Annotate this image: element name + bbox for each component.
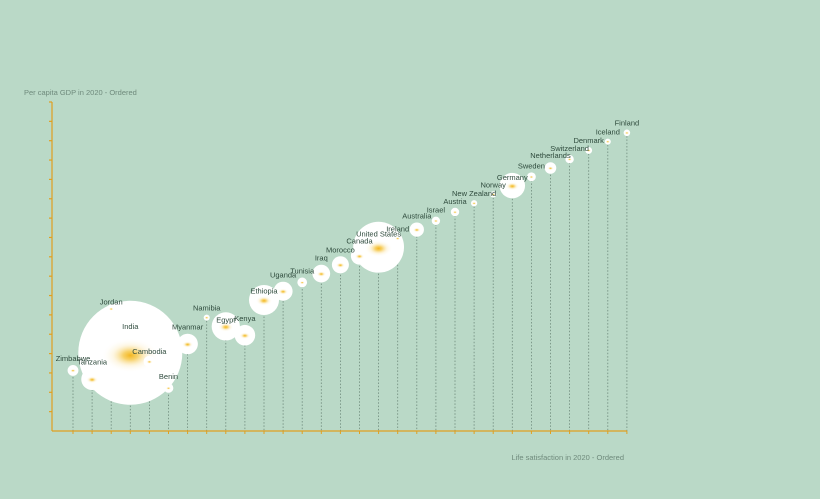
label-finland: Finland [615, 119, 640, 128]
bubble-glow [316, 271, 327, 277]
bubble-glow [108, 307, 114, 311]
label-iraq: Iraq [315, 254, 328, 263]
bubble-glow [505, 182, 520, 191]
label-india: India [122, 322, 139, 331]
label-austria: Austria [443, 197, 467, 206]
bubble-australia [409, 222, 424, 237]
label-jordan: Jordan [100, 297, 123, 306]
bubble-tanzania [81, 368, 103, 391]
bubble-ethiopia [248, 284, 280, 316]
label-zimbabwe: Zimbabwe [56, 354, 91, 363]
bubble-glow [471, 201, 477, 205]
label-iceland: Iceland [596, 128, 620, 137]
bubble-glow [452, 210, 458, 214]
label-germany: Germany [497, 173, 528, 182]
label-tunisia: Tunisia [290, 267, 315, 276]
bubble-iraq [312, 264, 331, 283]
bubble-germany [499, 172, 526, 199]
bubble-norway [490, 191, 497, 198]
label-netherlands: Netherlands [530, 151, 571, 160]
label-namibia: Namibia [193, 304, 221, 313]
bubble-glow [146, 359, 153, 364]
bubble-iceland [604, 138, 611, 145]
bubble-namibia [203, 314, 210, 321]
label-morocco: Morocco [326, 245, 355, 254]
bubble-glow [70, 368, 76, 373]
label-australia: Australia [402, 211, 432, 220]
bubble-kenya [234, 324, 256, 346]
bubble-glow [395, 236, 401, 241]
label-myanmar: Myanmar [172, 323, 204, 332]
bubble-glow [239, 332, 251, 340]
bubbles-layer [67, 129, 631, 405]
bubble-glow [277, 288, 289, 295]
bubble-tunisia [297, 277, 308, 288]
label-new-zealand: New Zealand [452, 189, 496, 198]
label-israel: Israel [427, 206, 446, 215]
label-egypt: Egypt [216, 315, 236, 324]
x-axis-ticks [72, 431, 628, 434]
label-denmark: Denmark [573, 136, 604, 145]
bubble-glow [354, 253, 365, 260]
bubble-glow [299, 281, 305, 285]
bubble-glow [605, 140, 611, 144]
bubble-zimbabwe [67, 364, 79, 376]
label-uganda: Uganda [270, 271, 297, 280]
bubble-uganda [273, 281, 293, 301]
bubble-benin [163, 383, 174, 393]
stems-layer [72, 132, 628, 431]
axes [49, 101, 628, 434]
bubble-switzerland [565, 155, 574, 164]
bubble-egypt [211, 312, 240, 341]
bubble-myanmar [177, 333, 198, 355]
bubble-canada [350, 247, 369, 265]
bubble-glow [181, 341, 194, 348]
bubble-glow [335, 262, 346, 269]
bubble-glow [490, 192, 496, 197]
bubble-new-zealand [470, 200, 478, 207]
bubble-finland [623, 129, 631, 137]
y-axis-ticks [49, 101, 52, 413]
bubble-israel [431, 216, 441, 225]
bubble-glow [433, 219, 439, 223]
bubble-glow [547, 166, 554, 171]
label-canada: Canada [346, 236, 373, 245]
bubble-austria [450, 207, 460, 217]
bubble-denmark [585, 146, 593, 154]
bubble-glow [218, 322, 234, 332]
label-ethiopia: Ethiopia [250, 287, 278, 296]
bubble-glow [528, 175, 534, 179]
bubble-glow [586, 148, 592, 153]
x-axis-title: Life satisfaction in 2020 - Ordered [511, 453, 624, 462]
bubble-cambodia [143, 355, 156, 368]
label-benin: Benin [159, 372, 178, 381]
bubble-sweden [526, 172, 536, 182]
bubble-jordan [106, 304, 116, 314]
bubble-glow [364, 240, 393, 257]
label-norway: Norway [480, 180, 506, 189]
bubble-glow [255, 295, 273, 306]
label-kenya: Kenya [234, 314, 256, 323]
label-switzerland: Switzerland [550, 144, 589, 153]
bubble-glow [86, 376, 99, 384]
bubble-ireland [394, 235, 401, 242]
y-axis-title: Per capita GDP in 2020 - Ordered [24, 88, 137, 97]
bubble-morocco [331, 256, 349, 274]
bubble-netherlands [544, 162, 557, 174]
label-united-states: United States [356, 230, 401, 239]
label-tanzania: Tanzania [77, 357, 108, 366]
bubble-glow [165, 386, 172, 390]
label-ireland: Ireland [386, 224, 409, 233]
label-cambodia: Cambodia [132, 347, 167, 356]
bubble-glow [412, 227, 421, 233]
bubble-glow [204, 316, 210, 320]
label-sweden: Sweden [518, 161, 545, 170]
bubble-glow [624, 131, 630, 135]
bubble-glow [567, 157, 573, 162]
